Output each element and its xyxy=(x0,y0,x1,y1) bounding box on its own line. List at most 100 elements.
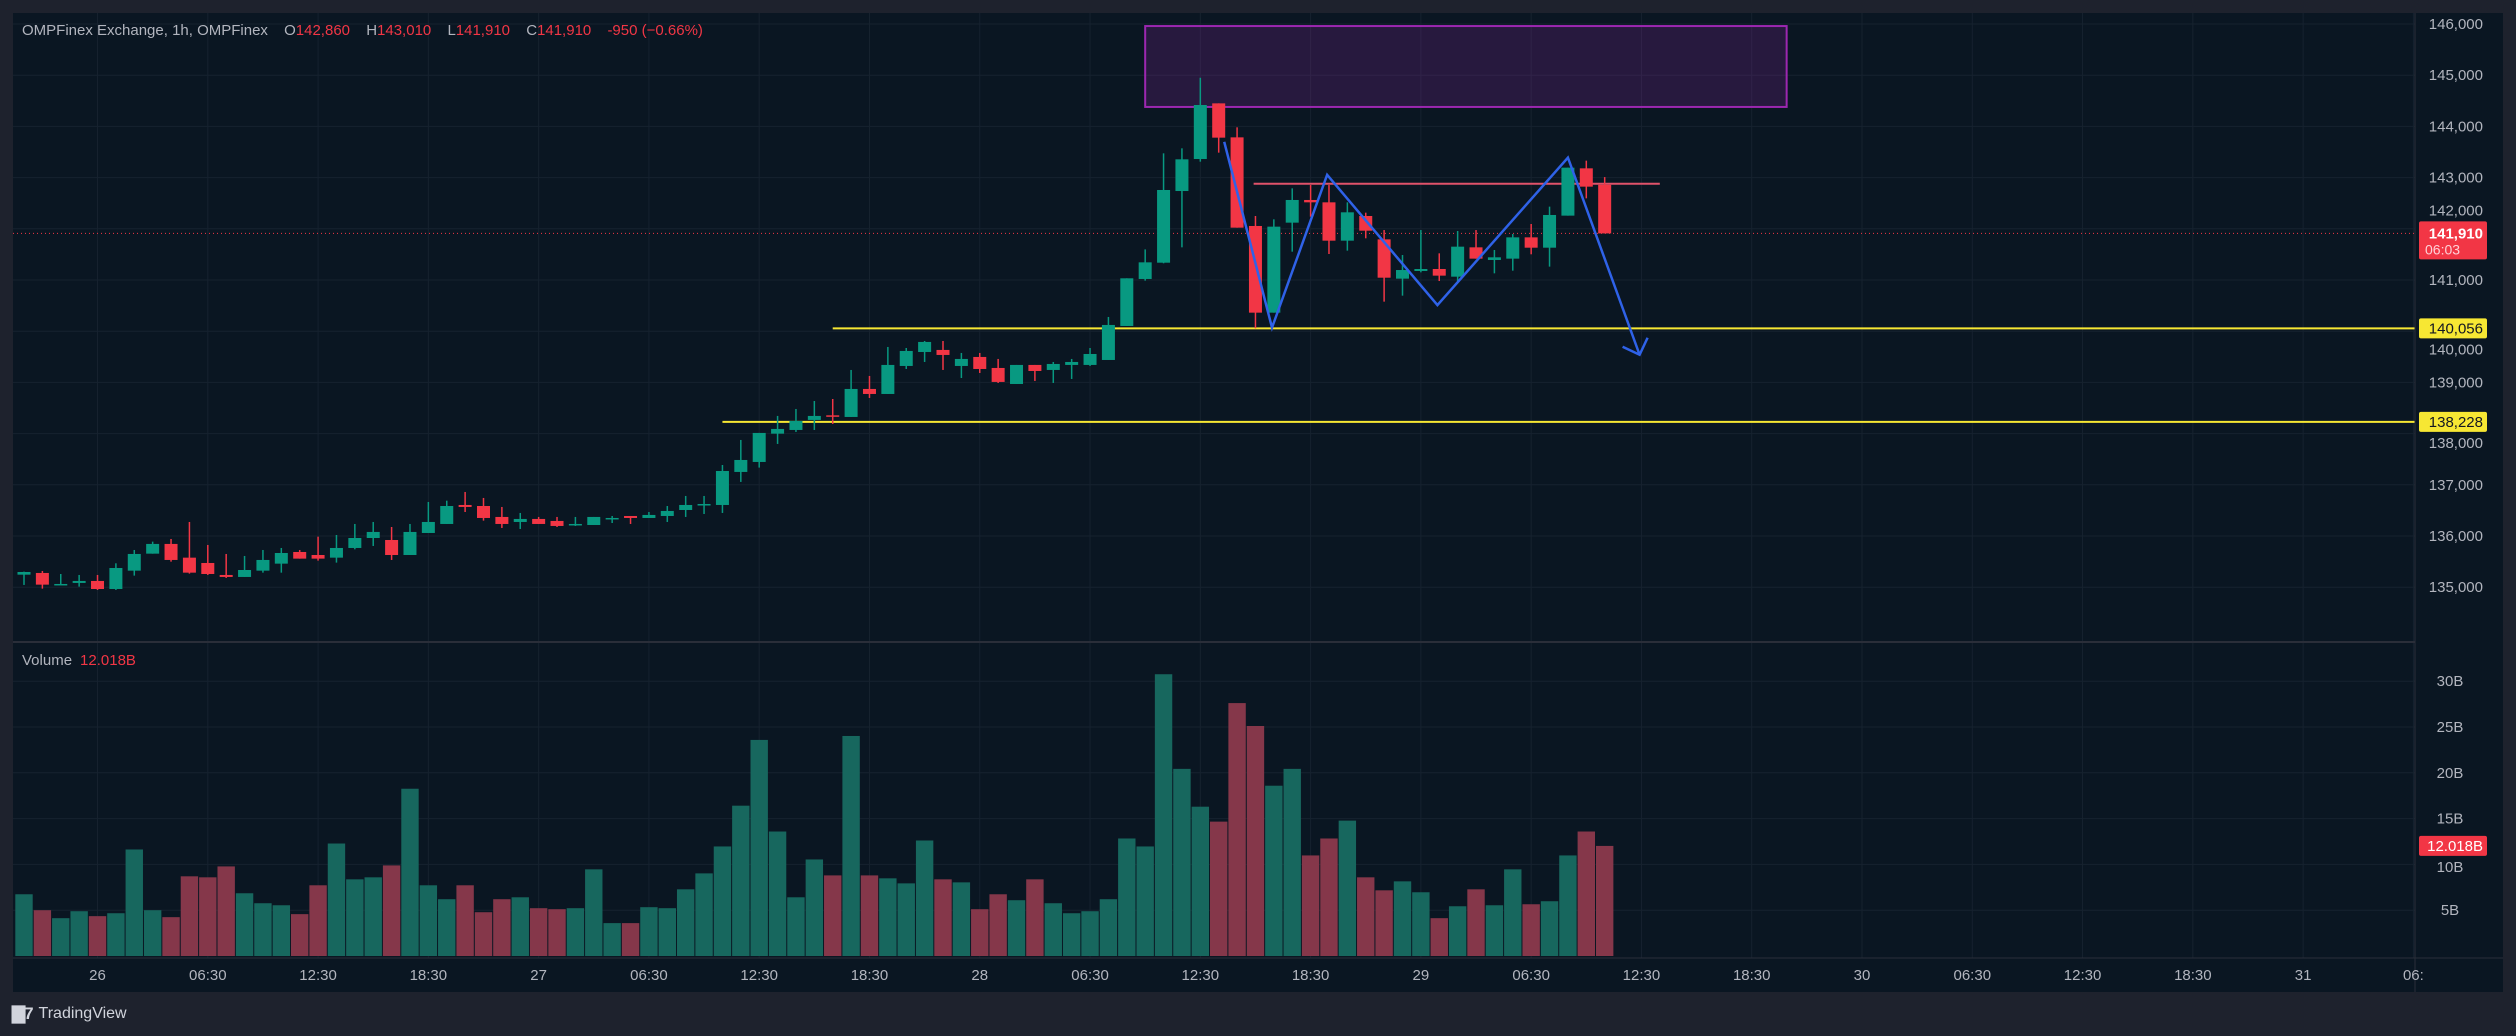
candle-body xyxy=(1120,278,1134,326)
volume-tick-label: 15B xyxy=(2437,811,2464,828)
candle-body xyxy=(1359,216,1373,231)
candle-body xyxy=(1487,257,1501,260)
price-tick-label: 142,000 xyxy=(2429,202,2483,219)
volume-bar xyxy=(805,859,824,956)
volume-bar xyxy=(70,911,88,956)
time-axis[interactable]: 26 06:30 12:30 18:30 27 06:30 12:30 18:30 28 06:3… xyxy=(89,967,2424,984)
volume-bar xyxy=(1375,890,1393,956)
candle-body xyxy=(1101,324,1115,360)
volume-bar xyxy=(603,923,621,956)
time-label: 06:30 xyxy=(1512,967,1550,984)
time-label: 12:30 xyxy=(1182,967,1220,984)
candle-body xyxy=(771,428,785,434)
candle-body xyxy=(752,432,766,462)
volume-bar xyxy=(897,883,915,956)
change-value: -950 (−0.66%) xyxy=(607,22,703,39)
zigzag-path[interactable] xyxy=(1223,141,1641,356)
symbol-title[interactable]: OMPFinex Exchange, 1h, OMPFinex xyxy=(22,22,268,39)
level-price-badge xyxy=(2419,318,2487,339)
volume-bar xyxy=(750,739,768,956)
candle-body xyxy=(826,415,840,417)
price-axis[interactable]: 146,000 145,000 144,000 143,000 142,000 141,0… xyxy=(2419,16,2487,596)
tradingview-logo-icon[interactable]: ▇7 xyxy=(12,1004,34,1023)
volume-bar xyxy=(1044,903,1062,956)
candle-body xyxy=(293,551,307,559)
candle-body xyxy=(1046,363,1060,370)
time-label: 12:30 xyxy=(1623,967,1661,984)
candle-body xyxy=(348,537,362,548)
candle-body xyxy=(1506,237,1520,259)
time-label: 18:30 xyxy=(1292,967,1330,984)
volume-bar xyxy=(1393,881,1412,956)
volume-bar xyxy=(1026,879,1044,956)
volume-bar xyxy=(1081,911,1099,956)
candle-body xyxy=(403,531,417,555)
volume-bar xyxy=(511,897,529,956)
candle-body xyxy=(146,543,160,554)
time-label: 18:30 xyxy=(410,967,448,984)
candle-body xyxy=(881,364,895,394)
zigzag-drawing[interactable] xyxy=(1223,141,1649,357)
volume-bar xyxy=(566,908,585,956)
candle-body xyxy=(844,388,858,417)
volume-bar xyxy=(1173,768,1191,956)
volume-tick-label: 25B xyxy=(2437,719,2464,736)
candle-body xyxy=(421,521,435,533)
time-label: 18:30 xyxy=(851,967,889,984)
candle-body xyxy=(1157,189,1171,263)
volume-bar xyxy=(1246,725,1265,956)
time-label: 06:30 xyxy=(1071,967,1109,984)
candle-body xyxy=(1175,159,1189,192)
candle-body xyxy=(109,568,123,589)
price-tick-label: 143,000 xyxy=(2429,170,2483,187)
volume-bar xyxy=(15,894,33,956)
time-label: 12:30 xyxy=(299,967,337,984)
time-label: 31 xyxy=(2295,967,2312,984)
volume-bar xyxy=(1228,703,1246,956)
open-label: O xyxy=(284,22,296,39)
drawings[interactable] xyxy=(13,25,2415,423)
time-label: 06:30 xyxy=(1954,967,1992,984)
price-tick-label: 136,000 xyxy=(2429,528,2483,545)
volume-bar xyxy=(1154,674,1173,956)
volume-bar xyxy=(1338,820,1357,956)
volume-bar xyxy=(585,869,603,956)
close-value: 141,910 xyxy=(537,22,592,39)
candle-body xyxy=(1543,214,1557,248)
volume-bar xyxy=(1357,877,1375,956)
candle-body xyxy=(1579,168,1593,187)
candle-body xyxy=(1028,364,1042,371)
time-label: 18:30 xyxy=(2174,967,2212,984)
candle-body xyxy=(311,554,325,559)
brand-name[interactable]: TradingView xyxy=(38,1005,127,1022)
volume-bar xyxy=(199,877,217,956)
candle-body xyxy=(35,572,49,585)
volume-title[interactable]: Volume xyxy=(22,652,73,669)
candle-body xyxy=(991,367,1005,382)
close-label: C xyxy=(526,22,538,39)
volume-bar xyxy=(254,903,272,956)
volume-bar xyxy=(382,865,401,956)
candle-body xyxy=(127,553,141,571)
candle-body xyxy=(1377,239,1391,278)
candle-body xyxy=(715,470,729,505)
candle-body xyxy=(238,569,252,577)
level-price-label: 140,056 xyxy=(2429,320,2483,337)
volume-bar xyxy=(1118,838,1136,956)
volume-bar xyxy=(952,882,971,956)
volume-bar xyxy=(107,913,125,956)
time-label: 12:30 xyxy=(740,967,778,984)
time-label: 29 xyxy=(1413,967,1430,984)
candle-body xyxy=(1267,226,1281,313)
volume-tick-label: 30B xyxy=(2437,673,2464,690)
volume-bar xyxy=(1136,846,1154,956)
volume-bar xyxy=(1559,855,1577,956)
bar-countdown: 06:03 xyxy=(2425,241,2460,257)
low-value: 141,910 xyxy=(455,22,511,39)
volume-axis[interactable]: 30B 25B 20B 15B 10B 5B 12.018B xyxy=(2419,673,2487,919)
candle-body xyxy=(807,415,821,420)
time-label: 06: xyxy=(2403,967,2424,984)
rectangle-zone[interactable] xyxy=(1144,25,1788,108)
candle-body xyxy=(1469,247,1483,259)
